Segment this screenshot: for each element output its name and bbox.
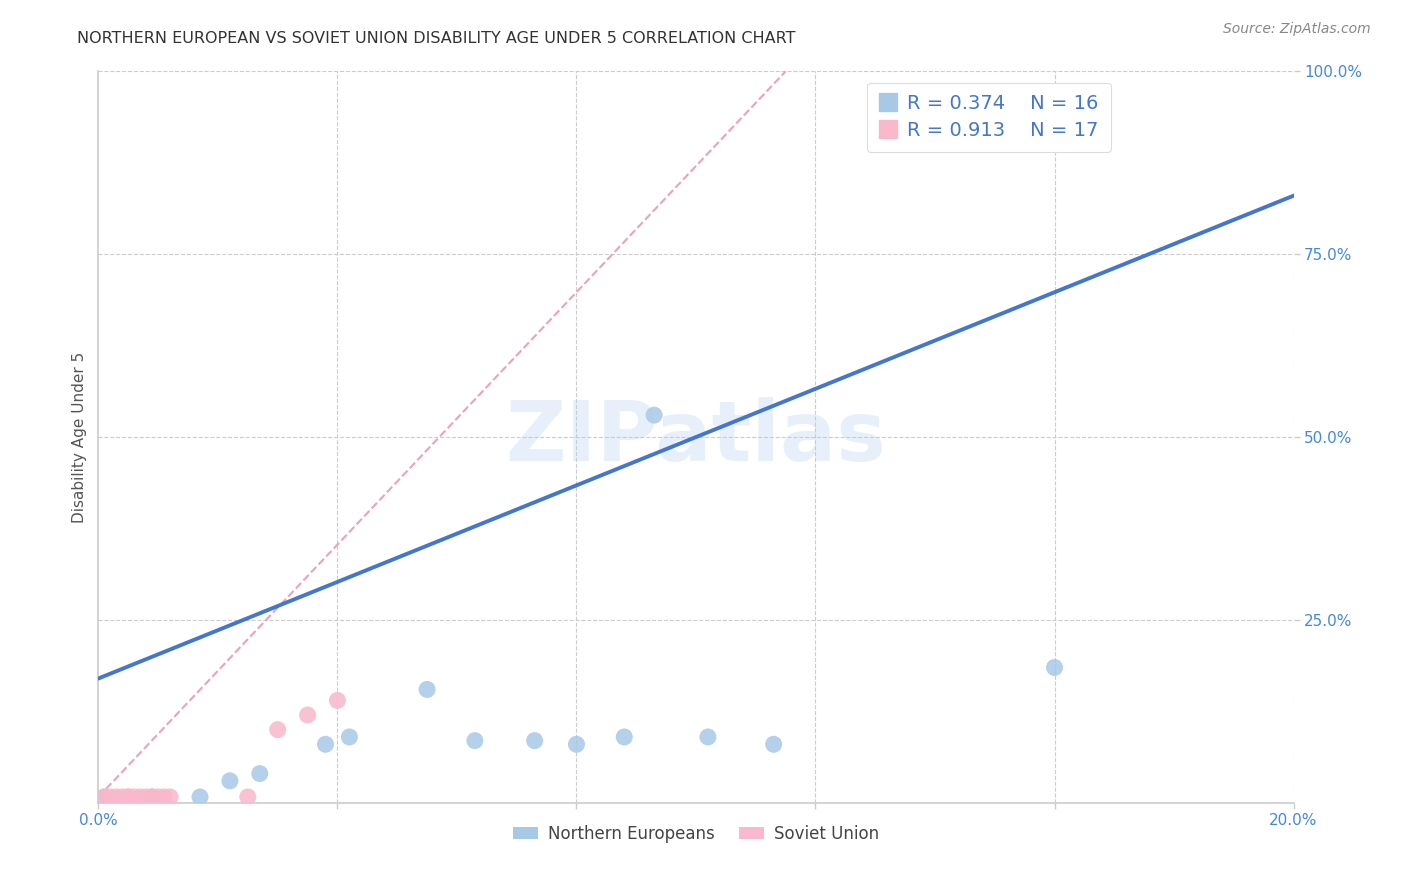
- Point: [267, 723, 290, 737]
- Point: [1043, 660, 1066, 674]
- Point: [219, 773, 242, 788]
- Point: [762, 737, 785, 751]
- Point: [153, 789, 176, 804]
- Point: [105, 789, 128, 804]
- Point: [613, 730, 636, 744]
- Text: Source: ZipAtlas.com: Source: ZipAtlas.com: [1223, 22, 1371, 37]
- Point: [93, 789, 115, 804]
- Point: [159, 789, 181, 804]
- Point: [124, 789, 146, 804]
- Point: [188, 789, 211, 804]
- Point: [697, 730, 720, 744]
- Point: [141, 789, 163, 804]
- Point: [339, 730, 361, 744]
- Point: [129, 789, 152, 804]
- Point: [117, 789, 139, 804]
- Point: [315, 737, 337, 751]
- Point: [523, 733, 546, 747]
- Point: [111, 789, 134, 804]
- Point: [93, 789, 115, 804]
- Point: [98, 789, 122, 804]
- Point: [297, 708, 319, 723]
- Legend: Northern Europeans, Soviet Union: Northern Europeans, Soviet Union: [506, 818, 886, 849]
- Point: [464, 733, 486, 747]
- Point: [565, 737, 588, 751]
- Point: [236, 789, 259, 804]
- Point: [643, 408, 665, 422]
- Point: [416, 682, 439, 697]
- Y-axis label: Disability Age Under 5: Disability Age Under 5: [72, 351, 87, 523]
- Point: [326, 693, 349, 707]
- Point: [141, 789, 163, 804]
- Point: [135, 789, 157, 804]
- Point: [148, 789, 170, 804]
- Text: NORTHERN EUROPEAN VS SOVIET UNION DISABILITY AGE UNDER 5 CORRELATION CHART: NORTHERN EUROPEAN VS SOVIET UNION DISABI…: [77, 31, 796, 46]
- Text: ZIPatlas: ZIPatlas: [506, 397, 886, 477]
- Point: [249, 766, 271, 780]
- Point: [117, 789, 139, 804]
